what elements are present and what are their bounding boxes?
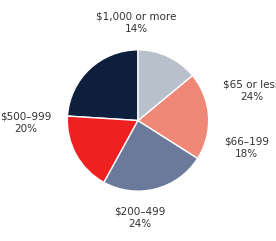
- Wedge shape: [104, 120, 198, 191]
- Text: $200–499
24%: $200–499 24%: [115, 207, 166, 229]
- Text: $65 or less
24%: $65 or less 24%: [223, 80, 276, 102]
- Wedge shape: [67, 116, 138, 182]
- Text: $66–199
18%: $66–199 18%: [224, 136, 269, 159]
- Text: $1,000 or more
14%: $1,000 or more 14%: [96, 12, 176, 34]
- Wedge shape: [138, 50, 192, 121]
- Wedge shape: [68, 50, 138, 121]
- Text: $500–999
20%: $500–999 20%: [1, 111, 52, 134]
- Wedge shape: [138, 75, 209, 158]
